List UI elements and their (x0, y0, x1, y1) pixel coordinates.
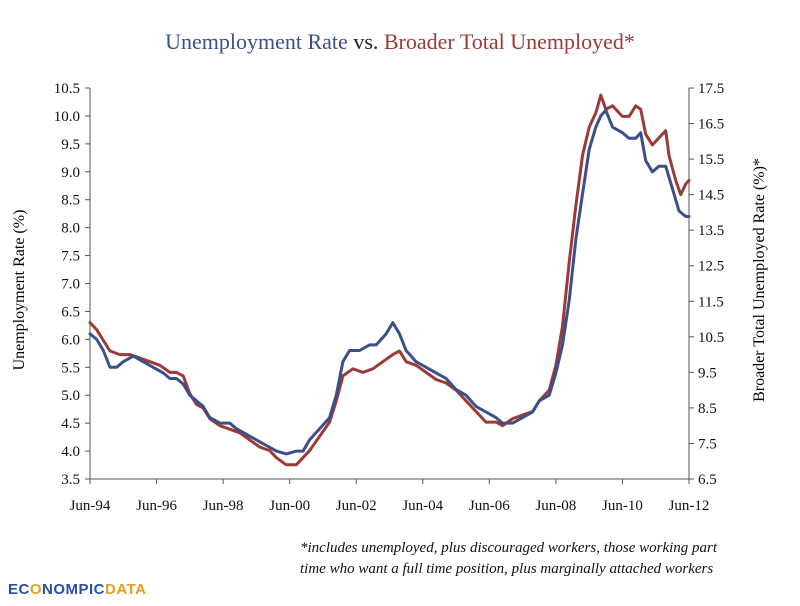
x-tick-label: Jun-04 (402, 498, 443, 514)
right-tick-label: 16.5 (698, 117, 724, 133)
chart-title: Unemployment Rate vs. Broader Total Unem… (165, 29, 635, 54)
logo-part-o: O (29, 581, 43, 598)
right-tick-label: 7.5 (698, 436, 717, 452)
title-part-0: Unemployment Rate (165, 29, 348, 54)
left-tick-label: 6.0 (61, 332, 80, 348)
right-y-axis-ticks: 6.5 7.5 8.5 9.5 10.5 11.5 12.5 13.5 14.5 15.5 16.5… (689, 81, 724, 488)
right-tick-label: 10.5 (698, 330, 724, 346)
unemployment-rate-line (88, 108, 691, 456)
left-tick-label: 10.5 (54, 81, 80, 97)
x-tick-label: Jun-08 (535, 498, 576, 514)
chart-axes (89, 88, 690, 480)
right-tick-label: 13.5 (698, 223, 724, 239)
left-tick-label: 7.5 (61, 249, 80, 265)
chart-series (88, 93, 691, 467)
right-tick-label: 11.5 (698, 294, 724, 310)
x-tick-label: Jun-00 (269, 498, 310, 514)
left-tick-label: 5.5 (61, 360, 80, 376)
left-tick-label: 4.5 (61, 416, 80, 432)
left-axis-title: Unemployment Rate (%) (11, 210, 28, 371)
left-tick-label: 9.0 (61, 165, 80, 181)
logo: ECONOMPICDATA (8, 581, 146, 598)
x-tick-label: Jun-02 (336, 498, 377, 514)
title-part-1: vs. (348, 29, 384, 54)
title-part-2: Broader Total Unemployed* (384, 29, 635, 54)
logo-part-ec: EC (8, 581, 30, 598)
left-tick-label: 7.0 (61, 277, 80, 293)
left-tick-label: 8.0 (61, 221, 80, 237)
right-tick-label: 14.5 (698, 188, 724, 204)
right-tick-label: 8.5 (698, 401, 717, 417)
footnote: *includes unemployed, plus discouraged w… (300, 540, 718, 577)
left-y-axis-ticks: 3.5 4.0 4.5 5.0 5.5 6.0 6.5 7.0 7.5 8.0 8.5 9.0 9.5 1… (54, 81, 90, 488)
x-tick-label: Jun-06 (469, 498, 510, 514)
left-tick-label: 4.0 (61, 444, 80, 460)
left-tick-label: 8.5 (61, 193, 80, 209)
left-tick-label: 9.5 (61, 137, 80, 153)
x-axis-ticks: Jun-94 Jun-96 Jun-98 Jun-00 Jun-02 Jun-04 Jun-… (70, 479, 710, 514)
x-tick-label: Jun-94 (70, 498, 111, 514)
right-tick-label: 12.5 (698, 259, 724, 275)
right-tick-label: 17.5 (698, 81, 724, 97)
logo-part-nompic: NOMPIC (42, 581, 106, 598)
left-tick-label: 6.5 (61, 304, 80, 320)
right-axis-title: Broader Total Unemployed Rate (%)* (751, 158, 768, 402)
left-tick-label: 10.0 (54, 109, 80, 125)
chart-title-text: Unemployment Rate vs. Broader Total Unem… (165, 29, 635, 54)
x-tick-label: Jun-12 (669, 498, 710, 514)
left-tick-label: 5.0 (61, 388, 80, 404)
right-tick-label: 15.5 (698, 152, 724, 168)
x-tick-label: Jun-96 (136, 498, 177, 514)
left-tick-label: 3.5 (61, 472, 80, 488)
right-tick-label: 6.5 (698, 472, 717, 488)
broader-unemployed-line (88, 93, 691, 467)
x-tick-label: Jun-98 (203, 498, 244, 514)
logo-part-data: DATA (105, 581, 147, 598)
x-tick-label: Jun-10 (602, 498, 643, 514)
right-tick-label: 9.5 (698, 365, 717, 381)
